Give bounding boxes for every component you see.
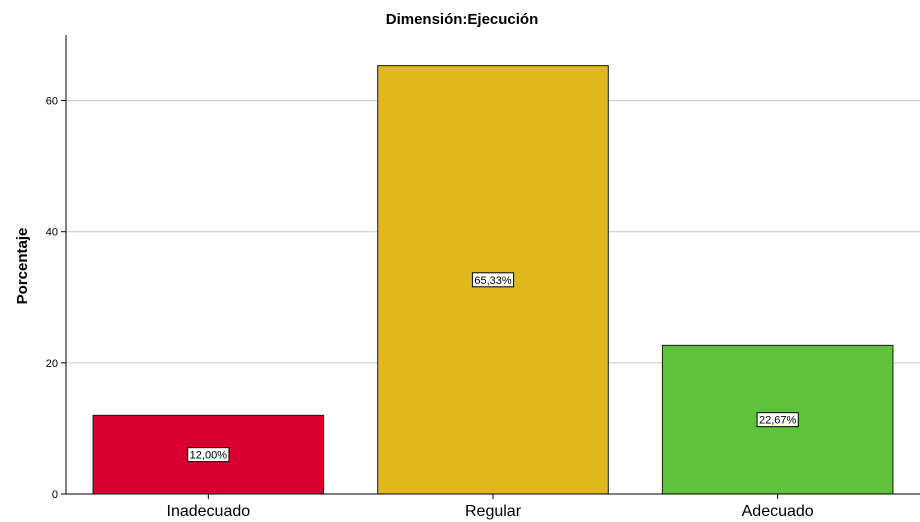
y-tick-label: 60: [46, 96, 58, 108]
x-tick-label: Adecuado: [742, 503, 814, 520]
data-label: 65,33%: [474, 275, 512, 287]
data-label-box: [756, 412, 799, 428]
y-tick-label: 20: [46, 358, 58, 370]
y-tick-label: 0: [52, 489, 58, 501]
data-label-box: [187, 447, 230, 463]
data-label: 12,00%: [190, 450, 228, 462]
x-tick-label: Regular: [465, 503, 522, 520]
x-tick-label: Inadecuado: [167, 503, 251, 520]
y-tick-label: 40: [46, 227, 58, 239]
y-axis-label: Porcentaje: [14, 228, 31, 305]
axes: 0 20 40 60 Inadecuado Regular Adecuado: [46, 35, 920, 520]
chart-title: Dimensión:Ejecución: [386, 11, 539, 28]
data-label-box: [471, 272, 515, 288]
data-labels: 12,00% 65,33% 22,67%: [187, 272, 799, 463]
data-label: 22,67%: [759, 415, 797, 427]
